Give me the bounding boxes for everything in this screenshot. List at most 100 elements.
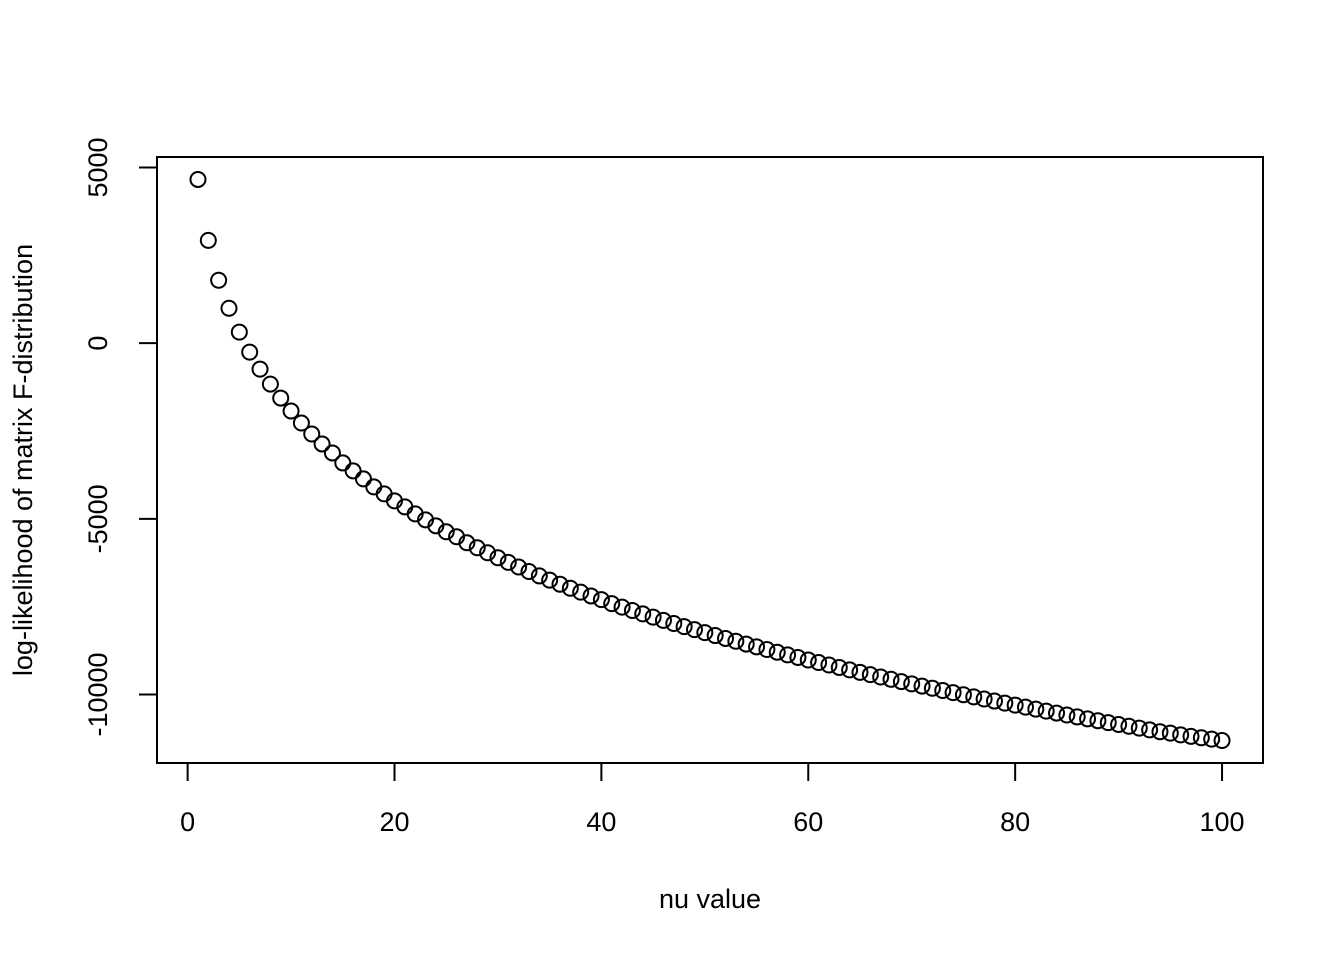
point (468, 539, 486, 557)
x-tick-label: 100 (1200, 807, 1245, 837)
point (1141, 721, 1159, 739)
point (851, 663, 869, 681)
x-tick-label: 0 (180, 807, 195, 837)
point (199, 231, 217, 249)
point (1130, 719, 1148, 737)
point (603, 595, 621, 613)
point (1058, 706, 1076, 724)
point (1027, 700, 1045, 718)
point (354, 470, 372, 488)
point (934, 681, 952, 699)
point (1099, 714, 1117, 732)
point (706, 627, 724, 645)
point (841, 661, 859, 679)
point (437, 523, 455, 541)
point (530, 567, 548, 585)
point (561, 579, 579, 597)
point (1172, 726, 1190, 744)
point (210, 271, 228, 289)
point (489, 549, 507, 567)
point (510, 558, 528, 576)
point (1037, 702, 1055, 720)
point (303, 425, 321, 443)
y-tick-label: 0 (83, 336, 113, 351)
point (1006, 696, 1024, 714)
point (230, 323, 248, 341)
point (810, 654, 828, 672)
point (272, 389, 290, 407)
point (375, 485, 393, 503)
point (727, 632, 745, 650)
point (189, 170, 207, 188)
point (985, 692, 1003, 710)
point (1213, 732, 1231, 750)
point (758, 641, 776, 659)
point (1048, 704, 1066, 722)
point (261, 375, 279, 393)
point (903, 675, 921, 693)
point (592, 591, 610, 609)
point (654, 611, 672, 629)
point (1079, 710, 1097, 728)
plot-frame (156, 156, 1264, 764)
point (923, 679, 941, 697)
point (675, 618, 693, 636)
point (292, 414, 310, 432)
point (882, 670, 900, 688)
point (1120, 717, 1138, 735)
point (820, 656, 838, 674)
point (334, 454, 352, 472)
point (872, 668, 890, 686)
point (551, 575, 569, 593)
y-axis-title: log-likelihood of matrix F-distribution (8, 244, 38, 676)
point (1192, 729, 1210, 747)
point (799, 651, 817, 669)
point (696, 624, 714, 642)
point (344, 462, 362, 480)
point (613, 598, 631, 616)
point (717, 629, 735, 647)
point (1151, 723, 1169, 741)
point (954, 686, 972, 704)
point (541, 571, 559, 589)
point (220, 299, 238, 317)
point (323, 444, 341, 462)
point (1161, 724, 1179, 742)
y-tick-label: -10000 (83, 652, 113, 736)
point (251, 360, 269, 378)
x-tick-label: 40 (586, 807, 616, 837)
point (665, 615, 683, 633)
point (520, 563, 538, 581)
point (282, 402, 300, 420)
x-tick-label: 60 (793, 807, 823, 837)
point (1182, 727, 1200, 745)
point (458, 534, 476, 552)
point (313, 435, 331, 453)
y-tick-label: 5000 (83, 137, 113, 197)
point (737, 635, 755, 653)
point (1110, 715, 1128, 733)
point (241, 343, 259, 361)
x-axis-title: nu value (659, 884, 761, 914)
point (499, 553, 517, 571)
point (572, 583, 590, 601)
point (944, 684, 962, 702)
point (685, 621, 703, 639)
point (996, 694, 1014, 712)
point (779, 646, 797, 664)
x-tick-label: 80 (1000, 807, 1030, 837)
point (1068, 708, 1086, 726)
point (479, 544, 497, 562)
point (768, 643, 786, 661)
point (365, 478, 383, 496)
point (861, 666, 879, 684)
point (634, 605, 652, 623)
point (748, 638, 766, 656)
point (1016, 698, 1034, 716)
point (965, 688, 983, 706)
y-tick-label: -5000 (83, 484, 113, 553)
point (623, 602, 641, 620)
x-tick-label: 20 (379, 807, 409, 837)
point (913, 677, 931, 695)
